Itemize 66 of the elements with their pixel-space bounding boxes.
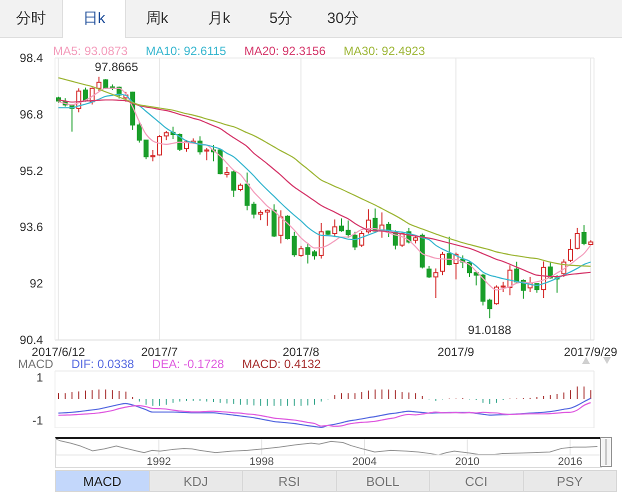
text: PSY [524,470,617,492]
candlestick [332,218,338,238]
y-tick-label: 96.8 [20,107,44,122]
text: MA10: 92.6115 [146,44,226,58]
candlestick [426,265,432,278]
text: KDJ [150,470,243,492]
line-series [58,398,592,428]
text: RSI [243,470,336,492]
candlestick [582,224,587,246]
text: DIF: 0.0338 [71,357,134,371]
text: CCI [430,470,524,492]
candlestick [231,170,236,198]
x-tick-label: 2017/9 [438,345,475,359]
candlestick [244,172,250,211]
text: MA5: 93.0873 [53,44,128,58]
text: MA20: 92.3156 [244,44,326,58]
text: BOLL [336,470,430,492]
candlestick [298,245,304,258]
candlestick [568,238,574,263]
text: 月k [206,9,232,29]
y-tick-label: 1 [36,370,44,384]
text: 周k [144,9,170,29]
x-tick-label: 1998 [249,456,274,468]
y-tick-label: 98.4 [20,51,44,65]
candlestick [258,210,264,221]
x-tick-label: 2004 [352,456,377,468]
candlestick [251,201,256,219]
chart-title: MACD [18,357,54,371]
x-tick-label: 2016 [558,456,582,468]
x-tick-label: 2017/6/12 [32,345,86,359]
candlestick [433,268,438,299]
text: 30分 [326,9,360,29]
y-tick-label: 93.6 [20,220,44,234]
x-tick-label: 2017/7 [141,345,178,359]
candlestick [197,136,202,156]
y-tick-label: 92 [30,276,44,291]
candlestick [292,231,297,258]
annotation: 91.0188 [468,323,512,338]
annotation: 97.8665 [94,60,138,74]
text: 5分 [268,9,294,29]
candlestick [440,251,446,276]
candlestick [359,230,364,248]
candlestick [224,166,230,178]
text: 日k [62,0,126,38]
candlestick [204,147,210,161]
x-tick-label: 2010 [455,456,480,468]
text: MACD [55,470,150,492]
candlestick [574,227,580,250]
candlestick [96,76,102,92]
candlestick [352,231,358,251]
y-tick-label: -1 [32,413,44,428]
x-tick-label: 2017/8 [282,345,320,359]
line-series [58,402,592,427]
y-tick-label: 95.2 [20,164,44,178]
text: MACD: 0.4132 [242,357,321,371]
candlestick [285,214,290,240]
text: DEA: -0.1728 [152,357,224,371]
x-tick-label: 1992 [146,456,172,468]
text: 分时 [15,9,47,29]
text: MA30: 92.4923 [344,44,426,58]
y-tick-label: 90.4 [20,333,44,347]
candlestick [318,222,324,260]
candlestick [264,208,270,226]
x-tick-label: 2017/9/29 [564,345,618,359]
candlestick [278,210,284,244]
candlestick [164,130,169,141]
